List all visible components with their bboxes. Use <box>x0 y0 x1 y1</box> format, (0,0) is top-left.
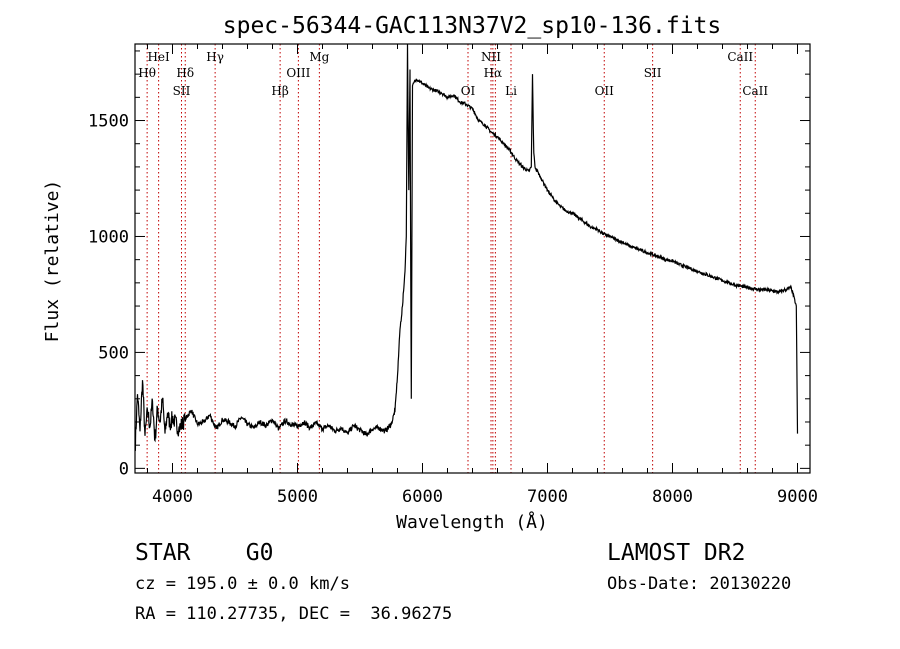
velocity-readout: cz = 195.0 ± 0.0 km/s <box>135 574 350 594</box>
spectral-line-label: CaII <box>727 50 753 64</box>
survey-label: LAMOST DR2 <box>607 540 746 566</box>
y-tick-label: 1000 <box>88 227 129 247</box>
spectral-line-label: OI <box>461 84 476 98</box>
x-tick-label: 7000 <box>527 487 568 507</box>
y-tick-label: 0 <box>119 459 129 479</box>
spectral-line-label: Hβ <box>271 84 288 98</box>
x-tick-label: 4000 <box>152 487 193 507</box>
axis-ticks <box>135 44 810 473</box>
x-tick-label: 5000 <box>277 487 318 507</box>
spectrum-series-line <box>134 43 799 451</box>
object-class-label: STAR G0 <box>135 540 274 566</box>
spectral-line-label: Hα <box>484 66 503 80</box>
y-tick-label: 500 <box>98 343 129 363</box>
x-axis-tick-labels: 4000 5000 6000 7000 8000 9000 <box>152 487 818 507</box>
y-axis-label: Flux (relative) <box>42 180 63 343</box>
spectral-line-label: Hγ <box>206 50 224 64</box>
spectral-line-label: CaII <box>742 84 768 98</box>
spectral-line-label: Mg <box>309 50 329 64</box>
spectral-line-label: Hδ <box>176 66 194 80</box>
obs-date-readout: Obs-Date: 20130220 <box>607 574 792 594</box>
x-tick-label: 6000 <box>402 487 443 507</box>
spectral-line-markers <box>146 44 756 473</box>
chart-title: spec-56344-GAC113N37V2_sp10-136.fits <box>223 13 722 39</box>
spectrum-chart: spec-56344-GAC113N37V2_sp10-136.fits HθH… <box>42 13 818 533</box>
coordinates-readout: RA = 110.27735, DEC = 36.96275 <box>135 604 453 624</box>
x-tick-label: 8000 <box>652 487 693 507</box>
spectral-line-label: HeI <box>147 50 170 64</box>
spectral-line-label: OIII <box>286 66 310 80</box>
spectral-line-label: SII <box>644 66 662 80</box>
x-axis-label: Wavelength (Å) <box>396 511 548 533</box>
y-tick-label: 1500 <box>88 112 129 132</box>
spectral-line-label: SII <box>173 84 191 98</box>
spectral-line-label: Hθ <box>138 66 156 80</box>
x-tick-label: 9000 <box>777 487 818 507</box>
spectral-line-label: OII <box>595 84 615 98</box>
spectral-line-label: Li <box>505 84 517 98</box>
y-axis-tick-labels: 0 500 1000 1500 <box>88 112 129 480</box>
spectral-line-label: NII <box>481 50 501 64</box>
